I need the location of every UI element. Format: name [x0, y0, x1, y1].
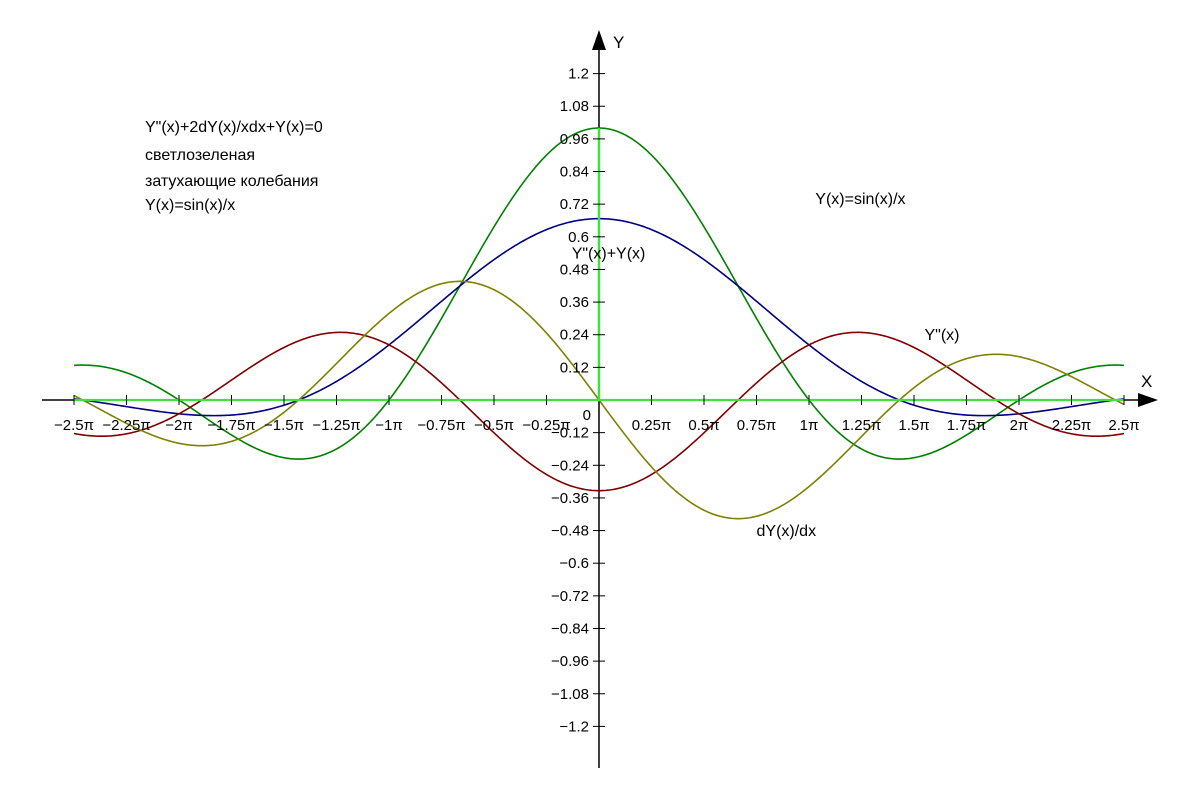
y-tick-label: −0.72	[551, 588, 589, 605]
x-tick-label: 0.75π	[737, 417, 777, 434]
x-tick-label: 1.5π	[898, 417, 929, 434]
labels: X Y Y(x)=sin(x)/x Y"(x)+Y(x) Y"(x) dY(x)/dx	[572, 33, 1153, 540]
x-axis-label: X	[1141, 372, 1152, 391]
y-tick-label: 1.2	[568, 66, 589, 83]
y-tick-label: 1.08	[560, 98, 589, 115]
series-label-0: Y(x)=sin(x)/x	[815, 191, 905, 208]
y-tick-label: 0.48	[560, 261, 589, 278]
series-line-2	[73, 331, 1125, 492]
x-tick-label: 2.5π	[1108, 417, 1139, 434]
x-tick-label: −1.25π	[312, 417, 360, 434]
y-tick-label: 0.24	[560, 327, 589, 344]
series-label-1: Y"(x)+Y(x)	[572, 246, 646, 263]
x-tick-label: −0.25π	[522, 417, 570, 434]
y-tick-label: 0.12	[560, 359, 589, 376]
origin-label: 0	[583, 407, 591, 424]
y-tick-label: −0.36	[551, 490, 589, 507]
description-note: затухающие колебания	[145, 173, 319, 190]
x-tick-label: 2π	[1010, 417, 1029, 434]
y-tick-label: −1.08	[551, 686, 589, 703]
y-tick-label: 0.6	[568, 229, 589, 246]
y-tick-label: −0.96	[551, 653, 589, 670]
x-tick-label: 0.5π	[688, 417, 719, 434]
x-tick-label: 2.25π	[1052, 417, 1092, 434]
x-tick-label: 1.25π	[842, 417, 882, 434]
y-tick-label: 0.72	[560, 196, 589, 213]
x-tick-label: −2.25π	[102, 417, 150, 434]
y-tick-label: 0.36	[560, 294, 589, 311]
y-tick-label: −0.84	[551, 620, 589, 637]
y-tick-label: −0.24	[551, 457, 589, 474]
x-tick-label: −1.5π	[264, 417, 304, 434]
x-tick-label: −1π	[375, 417, 402, 434]
curves	[73, 127, 1125, 520]
y-tick-label: 0.96	[560, 131, 589, 148]
equation-note: Y"(x)+2dY(x)/xdx+Y(x)=0	[145, 119, 323, 136]
y-axis-label: Y	[613, 33, 624, 52]
series-label-2: Y"(x)	[925, 327, 960, 344]
y-axis-arrow	[592, 30, 606, 50]
function-note: Y(x)=sin(x)/x	[145, 197, 236, 214]
y-tick-label: −1.2	[559, 718, 589, 735]
x-tick-label: 1π	[800, 417, 819, 434]
ticks: −2.5π −2.25π −2π −1.75π −1.5π −1.25π −1π −0.75π…	[54, 66, 1140, 736]
x-tick-label: −2.5π	[54, 417, 94, 434]
y-tick-label: 0.84	[560, 164, 589, 181]
y-tick-label: −0.48	[551, 523, 589, 540]
x-tick-label: 0.25π	[632, 417, 672, 434]
x-tick-label: −0.75π	[417, 417, 465, 434]
x-tick-label: −0.5π	[474, 417, 514, 434]
y-tick-label: −0.6	[559, 555, 589, 572]
x-tick-label: 1.75π	[947, 417, 987, 434]
series-label-3: dY(x)/dx	[757, 523, 817, 540]
x-axis-arrow	[1138, 393, 1158, 407]
x-tick-label: −2π	[165, 417, 192, 434]
y-tick-label: −0.12	[551, 425, 589, 442]
x-tick-label: −1.75π	[207, 417, 255, 434]
color-note: светлозеленая	[145, 147, 256, 164]
